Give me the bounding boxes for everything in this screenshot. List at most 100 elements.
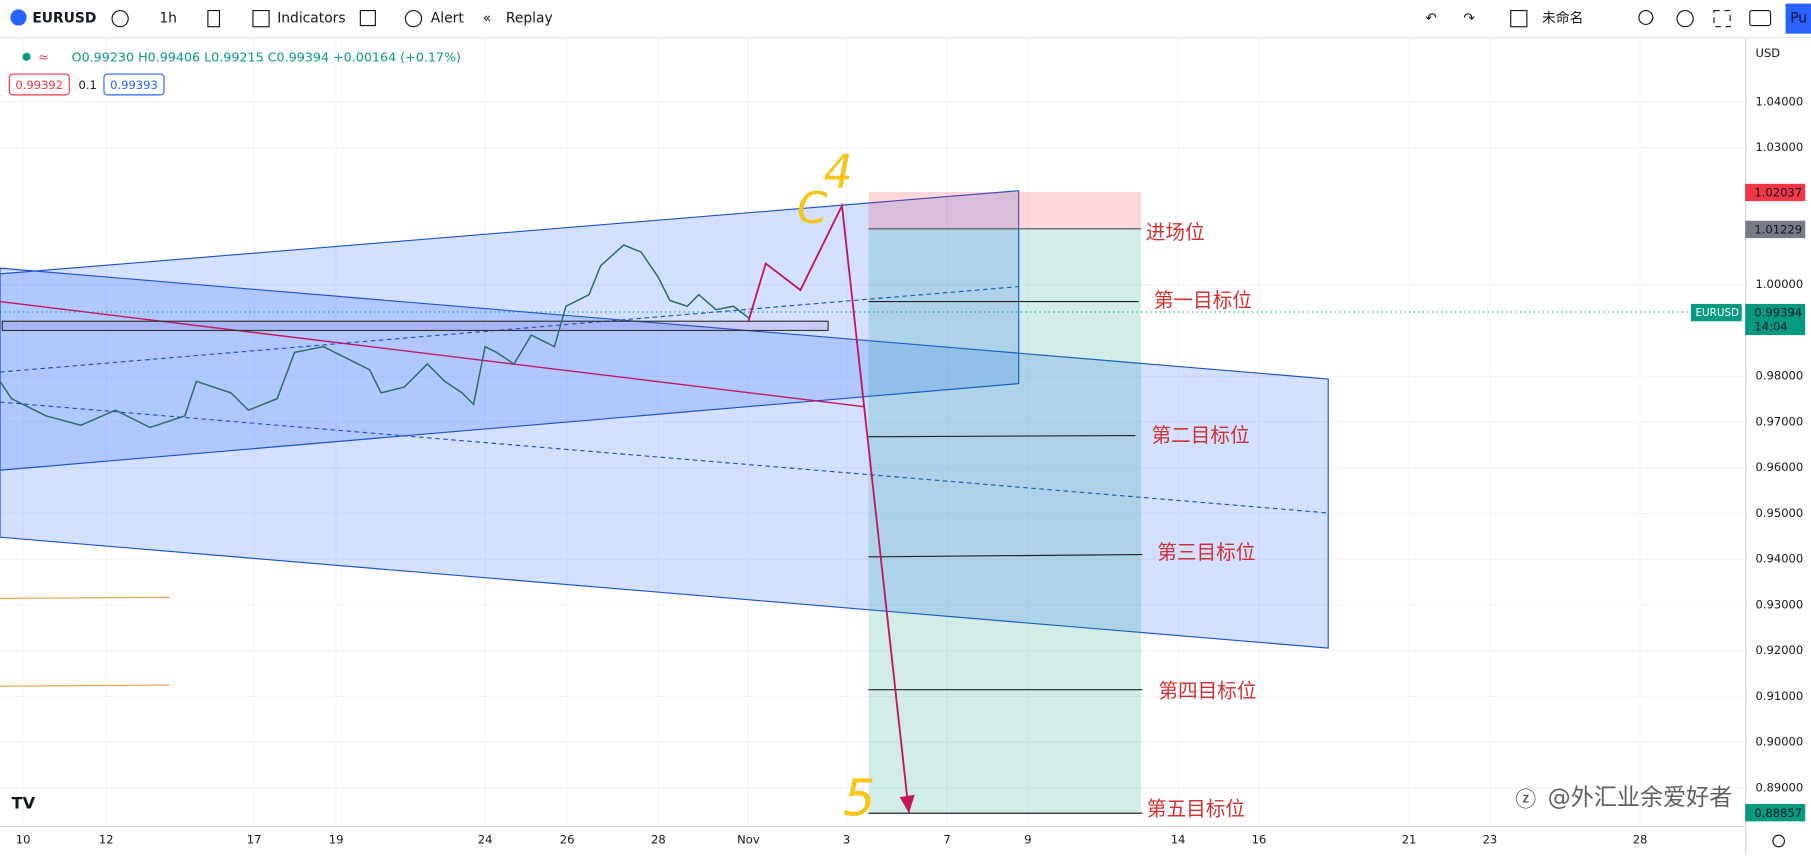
tv-logo[interactable]: TV	[12, 794, 36, 813]
symbol-tag-label: EURUSD	[1696, 307, 1740, 319]
search[interactable]	[1638, 9, 1654, 25]
replay-icon[interactable]: «	[483, 11, 491, 27]
price-label: 0.91000	[1756, 689, 1804, 703]
time-label: 14	[1171, 832, 1186, 846]
entry-tag	[1745, 220, 1806, 239]
symbol-icon[interactable]	[10, 9, 27, 26]
price-labels: 1.04000 1.03000 1.00000 0.98000 0.97000 0.960…	[1756, 94, 1804, 794]
watermark-icon: ⓩ	[1515, 787, 1536, 811]
last-price: 0.99394	[1754, 306, 1802, 320]
target-price: 0.88857	[1754, 806, 1802, 820]
price-label: 0.94000	[1756, 552, 1804, 566]
time-label: 21	[1402, 832, 1417, 846]
price-path	[0, 244, 749, 429]
watermark: @外汇业余爱好者	[1548, 785, 1733, 811]
time-axis	[0, 825, 1746, 855]
wave-label: 4	[823, 144, 852, 198]
indicators-icon[interactable]	[252, 9, 270, 28]
publish[interactable]: Pu	[1790, 11, 1807, 27]
annotation: 第二目标位	[1152, 424, 1250, 447]
stop-price: 1.02037	[1754, 186, 1802, 200]
spread: 0.1	[79, 78, 97, 92]
ask-box[interactable]	[103, 73, 165, 96]
legend-dot	[22, 52, 31, 61]
range-box	[1, 320, 829, 332]
symbol[interactable]: EURUSD	[32, 11, 96, 27]
entry-price: 1.01229	[1754, 222, 1802, 236]
time-label: 12	[99, 832, 114, 846]
alert[interactable]: Alert	[431, 11, 465, 27]
symbol-tag	[1690, 303, 1742, 322]
price-axis	[1745, 38, 1811, 855]
target-line	[868, 435, 1136, 438]
chart-type[interactable]	[207, 9, 221, 28]
pink-trendline	[0, 300, 865, 408]
publish-button[interactable]	[1785, 3, 1811, 34]
price-label: 0.95000	[1756, 506, 1804, 520]
axis-settings[interactable]	[1772, 834, 1786, 848]
indicators[interactable]: Indicators	[277, 11, 345, 27]
alert-icon[interactable]	[404, 9, 423, 28]
time-label: 28	[1633, 832, 1648, 846]
time-label: 24	[478, 832, 493, 846]
stop-tag	[1745, 183, 1806, 202]
price-label: 0.89000	[1756, 780, 1804, 794]
profit-zone	[868, 228, 1142, 814]
settings[interactable]	[1676, 9, 1694, 28]
undo[interactable]: ↶	[1425, 11, 1437, 27]
time-label: 17	[247, 832, 262, 846]
wave-label: 5	[843, 769, 875, 828]
replay[interactable]: Replay	[506, 11, 553, 27]
layout-name[interactable]: 未命名	[1542, 10, 1584, 27]
time-label: Nov	[737, 832, 760, 846]
time-label: 26	[560, 832, 575, 846]
time-labels: 10 12 17 19 24 26 28 Nov 3 7 9 14 16 21 23 28	[16, 832, 1648, 846]
price-label: 1.00000	[1756, 277, 1804, 291]
target-tag	[1745, 804, 1806, 822]
add-symbol[interactable]	[111, 9, 129, 28]
layout-icon[interactable]	[1510, 9, 1528, 28]
time-label: 16	[1252, 832, 1267, 846]
annotation: 第一目标位	[1154, 289, 1252, 312]
last-tag	[1745, 303, 1806, 336]
toolbar	[0, 0, 1811, 38]
price-label: 1.03000	[1756, 140, 1804, 154]
target-line	[868, 553, 1143, 558]
redo[interactable]: ↷	[1463, 11, 1475, 27]
time-label: 3	[843, 832, 850, 846]
lower-channel-mid	[0, 401, 1329, 514]
time-label: 23	[1483, 832, 1498, 846]
countdown: 14:04	[1754, 320, 1787, 334]
wave-path	[747, 202, 910, 814]
price-label: 0.97000	[1756, 414, 1804, 428]
bid-box[interactable]	[8, 73, 70, 96]
stop-zone	[868, 191, 1142, 229]
price-label: 0.92000	[1756, 643, 1804, 657]
interval[interactable]: 1h	[159, 11, 177, 27]
time-label: 28	[651, 832, 666, 846]
snapshot[interactable]	[1749, 9, 1772, 27]
price-label: 1.04000	[1756, 94, 1804, 108]
fullscreen[interactable]	[1713, 9, 1731, 28]
legend-icon: ≈	[38, 49, 49, 64]
ask[interactable]: 0.99393	[110, 78, 158, 92]
target-lines	[868, 301, 1143, 814]
annotation: 第五目标位	[1147, 797, 1245, 820]
arrow-head	[899, 794, 915, 814]
bid[interactable]: 0.99392	[15, 78, 63, 92]
time-label: 7	[943, 832, 950, 846]
price-label: 0.98000	[1756, 369, 1804, 383]
wave-label: C	[797, 183, 828, 234]
annotation: 进场位	[1146, 221, 1205, 244]
templates[interactable]	[359, 9, 376, 27]
orange-line	[0, 684, 170, 687]
time-label: 10	[16, 832, 31, 846]
grid	[0, 38, 1746, 826]
ohlc: O0.99230 H0.99406 L0.99215 C0.99394 +0.0…	[72, 49, 461, 64]
time-label: 9	[1024, 832, 1031, 846]
currency: USD	[1756, 46, 1781, 60]
time-label: 19	[329, 832, 344, 846]
price-label: 0.96000	[1756, 460, 1804, 474]
annotation: 第四目标位	[1158, 679, 1256, 702]
